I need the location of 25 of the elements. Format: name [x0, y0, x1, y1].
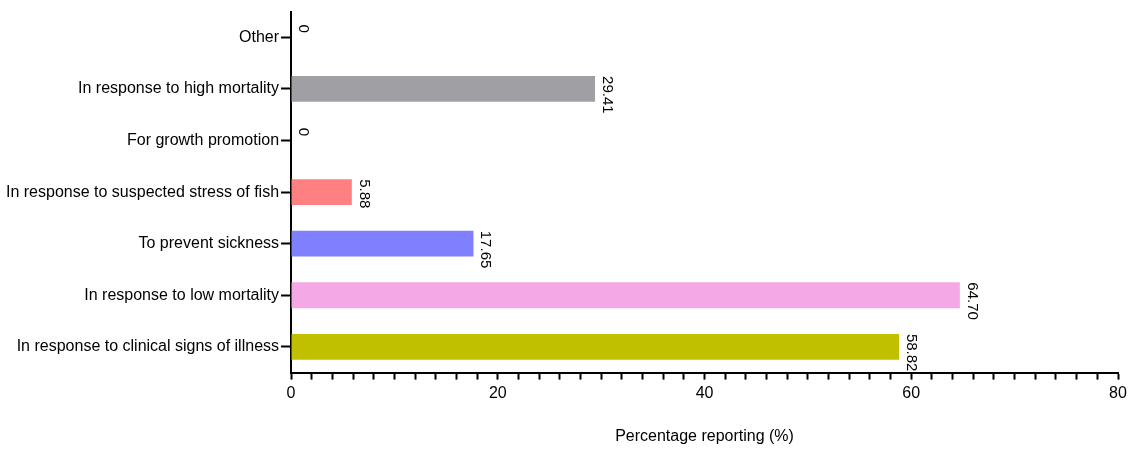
x-tick-label: 80 — [1109, 383, 1127, 401]
bar — [291, 179, 352, 205]
y-tick-label: In response to suspected stress of fish — [6, 182, 280, 200]
x-axis-title: Percentage reporting (%) — [615, 426, 794, 444]
x-tick-label: 40 — [695, 383, 714, 401]
data-label: 64.70 — [964, 282, 982, 320]
bar — [291, 230, 474, 257]
y-tick-label: In response to clinical signs of illness — [16, 337, 280, 355]
y-tick-label: Other — [239, 27, 280, 45]
y-tick-label: In response to high mortality — [78, 79, 280, 97]
data-label: 58.82 — [903, 333, 921, 372]
data-label: 29.41 — [599, 76, 617, 114]
y-tick-label: For growth promotion — [126, 130, 280, 148]
data-label: 17.65 — [478, 230, 496, 269]
x-tick-label: 60 — [902, 383, 921, 401]
bar — [291, 76, 596, 102]
x-tick-label: 0 — [286, 383, 296, 401]
data-label: 0 — [295, 127, 313, 136]
bar — [291, 333, 900, 360]
bar — [291, 282, 960, 309]
data-label: 0 — [295, 24, 313, 33]
data-label: 5.88 — [356, 179, 374, 209]
y-tick-label: In response to low mortality — [84, 285, 280, 303]
y-tick-label: To prevent sickness — [138, 234, 280, 252]
x-tick-label: 20 — [488, 383, 507, 401]
